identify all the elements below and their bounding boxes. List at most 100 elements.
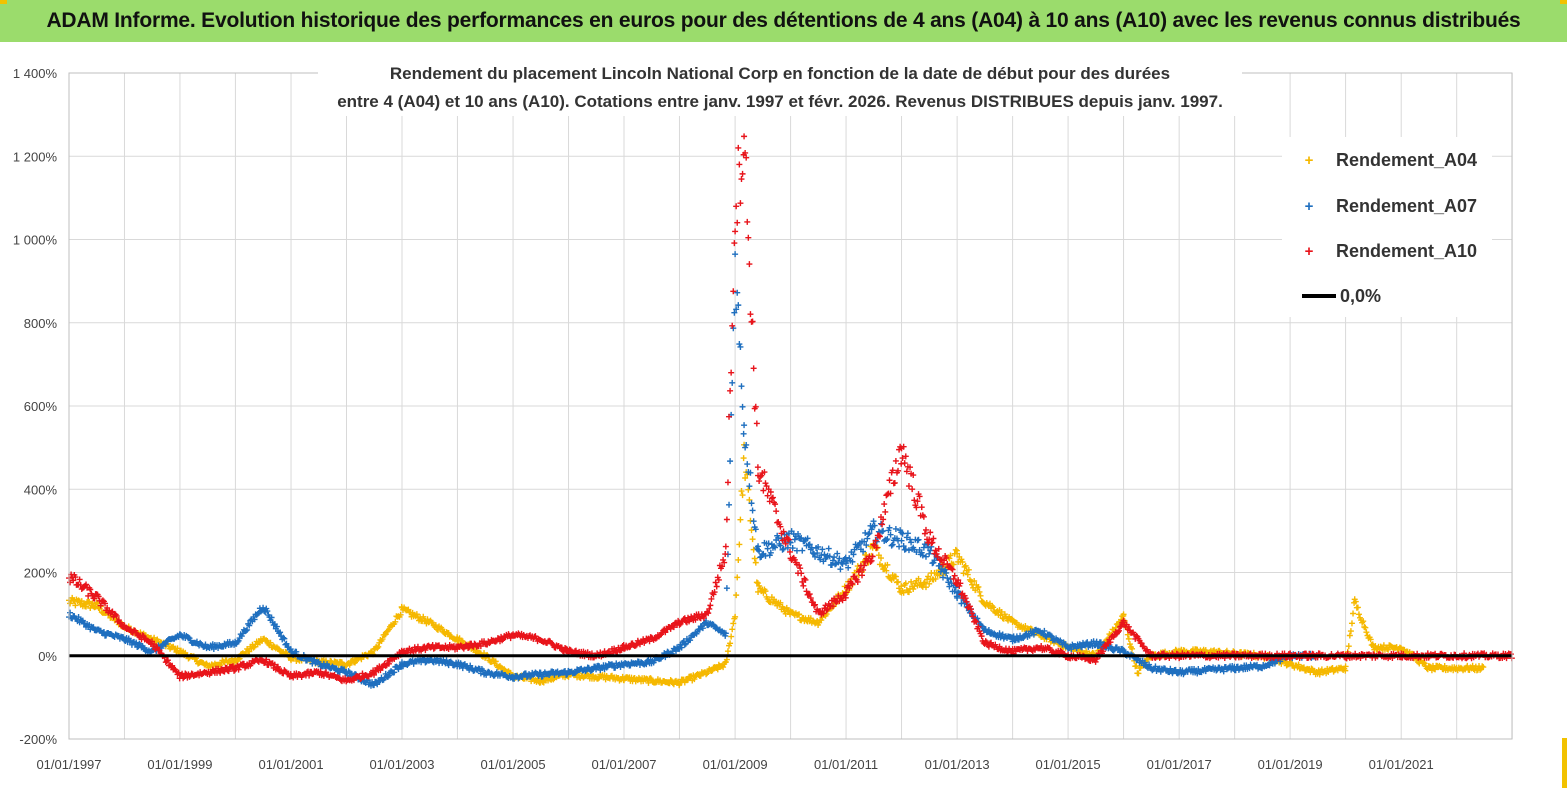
point-rendement-a07 — [765, 540, 772, 547]
point-rendement-a04 — [1480, 664, 1487, 671]
point-rendement-a07 — [1083, 640, 1090, 647]
point-rendement-a07 — [861, 538, 868, 545]
y-tick-label: 600% — [24, 399, 58, 414]
point-rendement-a04 — [734, 574, 741, 581]
point-rendement-a04 — [83, 603, 90, 610]
point-rendement-a04 — [796, 611, 803, 618]
point-rendement-a07 — [936, 562, 943, 569]
point-rendement-a10 — [744, 218, 751, 225]
point-rendement-a07 — [371, 682, 378, 689]
point-rendement-a07 — [260, 604, 267, 611]
y-tick-label: 200% — [24, 566, 58, 581]
point-rendement-a07 — [787, 539, 794, 546]
point-rendement-a04 — [915, 575, 922, 582]
point-rendement-a10 — [764, 492, 771, 499]
point-rendement-a07 — [860, 548, 867, 555]
point-rendement-a10 — [802, 576, 809, 583]
point-rendement-a07 — [880, 527, 887, 534]
point-rendement-a04 — [728, 633, 735, 640]
point-rendement-a10 — [738, 176, 745, 183]
point-rendement-a07 — [273, 623, 280, 630]
point-rendement-a07 — [806, 541, 813, 548]
x-tick-label: 01/01/2003 — [369, 757, 434, 772]
point-rendement-a07 — [767, 549, 774, 556]
point-rendement-a10 — [235, 666, 242, 673]
point-rendement-a07 — [900, 543, 907, 550]
x-tick-label: 01/01/2017 — [1147, 757, 1212, 772]
point-rendement-a04 — [724, 648, 731, 655]
point-rendement-a10 — [807, 595, 814, 602]
point-rendement-a10 — [868, 557, 875, 564]
point-rendement-a07 — [868, 526, 875, 533]
point-rendement-a07 — [235, 637, 242, 644]
point-rendement-a04 — [752, 559, 759, 566]
point-rendement-a07 — [651, 657, 658, 664]
point-rendement-a07 — [795, 530, 802, 537]
point-rendement-a04 — [89, 600, 96, 607]
point-rendement-a10 — [163, 658, 170, 665]
point-rendement-a10 — [753, 420, 760, 427]
point-rendement-a10 — [151, 641, 158, 648]
point-rendement-a04 — [739, 492, 746, 499]
point-rendement-a10 — [902, 453, 909, 460]
point-rendement-a10 — [486, 640, 493, 647]
point-rendement-a10 — [715, 576, 722, 583]
point-rendement-a04 — [755, 588, 762, 595]
legend-label-zero: 0,0% — [1340, 285, 1382, 306]
point-rendement-a10 — [784, 535, 791, 542]
point-rendement-a10 — [849, 580, 856, 587]
point-rendement-a04 — [709, 667, 716, 674]
point-rendement-a10 — [905, 483, 912, 490]
point-rendement-a10 — [757, 473, 764, 480]
point-rendement-a04 — [729, 626, 736, 633]
legend-marker-a10: + — [1304, 242, 1314, 260]
point-rendement-a10 — [884, 491, 891, 498]
point-rendement-a07 — [904, 530, 911, 537]
point-rendement-a04 — [735, 556, 742, 563]
point-rendement-a10 — [886, 477, 893, 484]
point-rendement-a04 — [898, 583, 905, 590]
point-rendement-a10 — [87, 586, 94, 593]
point-rendement-a07 — [1141, 659, 1148, 666]
y-tick-label: -200% — [19, 732, 57, 747]
point-rendement-a07 — [345, 668, 352, 675]
point-rendement-a04 — [420, 613, 427, 620]
point-rendement-a07 — [884, 536, 891, 543]
point-rendement-a10 — [785, 536, 792, 543]
point-rendement-a04 — [1129, 645, 1136, 652]
point-rendement-a04 — [379, 636, 386, 643]
point-rendement-a07 — [752, 526, 759, 533]
point-rendement-a04 — [950, 561, 957, 568]
point-rendement-a07 — [747, 469, 754, 476]
point-rendement-a07 — [828, 561, 835, 568]
point-rendement-a10 — [972, 617, 979, 624]
point-rendement-a04 — [884, 561, 891, 568]
point-rendement-a07 — [268, 614, 275, 621]
point-rendement-a10 — [929, 539, 936, 546]
point-rendement-a10 — [882, 508, 889, 515]
point-rendement-a04 — [892, 573, 899, 580]
point-rendement-a04 — [151, 634, 158, 641]
point-rendement-a04 — [749, 536, 756, 543]
point-rendement-a10 — [780, 528, 787, 535]
point-rendement-a07 — [832, 561, 839, 568]
point-rendement-a07 — [873, 538, 880, 545]
point-rendement-a10 — [1100, 648, 1107, 655]
point-rendement-a10 — [722, 543, 729, 550]
point-rendement-a07 — [733, 306, 740, 313]
point-rendement-a07 — [834, 550, 841, 557]
y-tick-label: 1 200% — [13, 149, 58, 164]
point-rendement-a07 — [829, 557, 836, 564]
point-rendement-a10 — [1118, 623, 1125, 630]
point-rendement-a07 — [954, 594, 961, 601]
point-rendement-a04 — [958, 556, 965, 563]
point-rendement-a07 — [927, 547, 934, 554]
point-rendement-a04 — [748, 527, 755, 534]
point-rendement-a04 — [1342, 663, 1349, 670]
point-rendement-a10 — [652, 635, 659, 642]
point-rendement-a04 — [751, 555, 758, 562]
point-rendement-a10 — [975, 623, 982, 630]
point-rendement-a07 — [729, 379, 736, 386]
y-tick-label: 0% — [38, 649, 57, 664]
point-rendement-a04 — [733, 592, 740, 599]
